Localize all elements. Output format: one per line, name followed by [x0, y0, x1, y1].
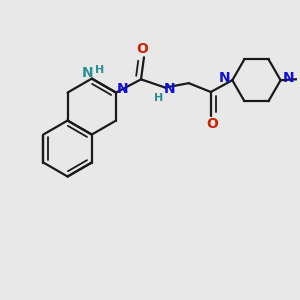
Text: N: N — [164, 82, 176, 96]
Text: H: H — [95, 65, 105, 75]
Text: N: N — [82, 66, 93, 80]
Text: N: N — [117, 82, 128, 96]
Text: O: O — [136, 42, 148, 56]
Text: N: N — [283, 71, 295, 85]
Text: H: H — [154, 93, 163, 103]
Text: N: N — [218, 71, 230, 85]
Text: O: O — [206, 117, 218, 131]
